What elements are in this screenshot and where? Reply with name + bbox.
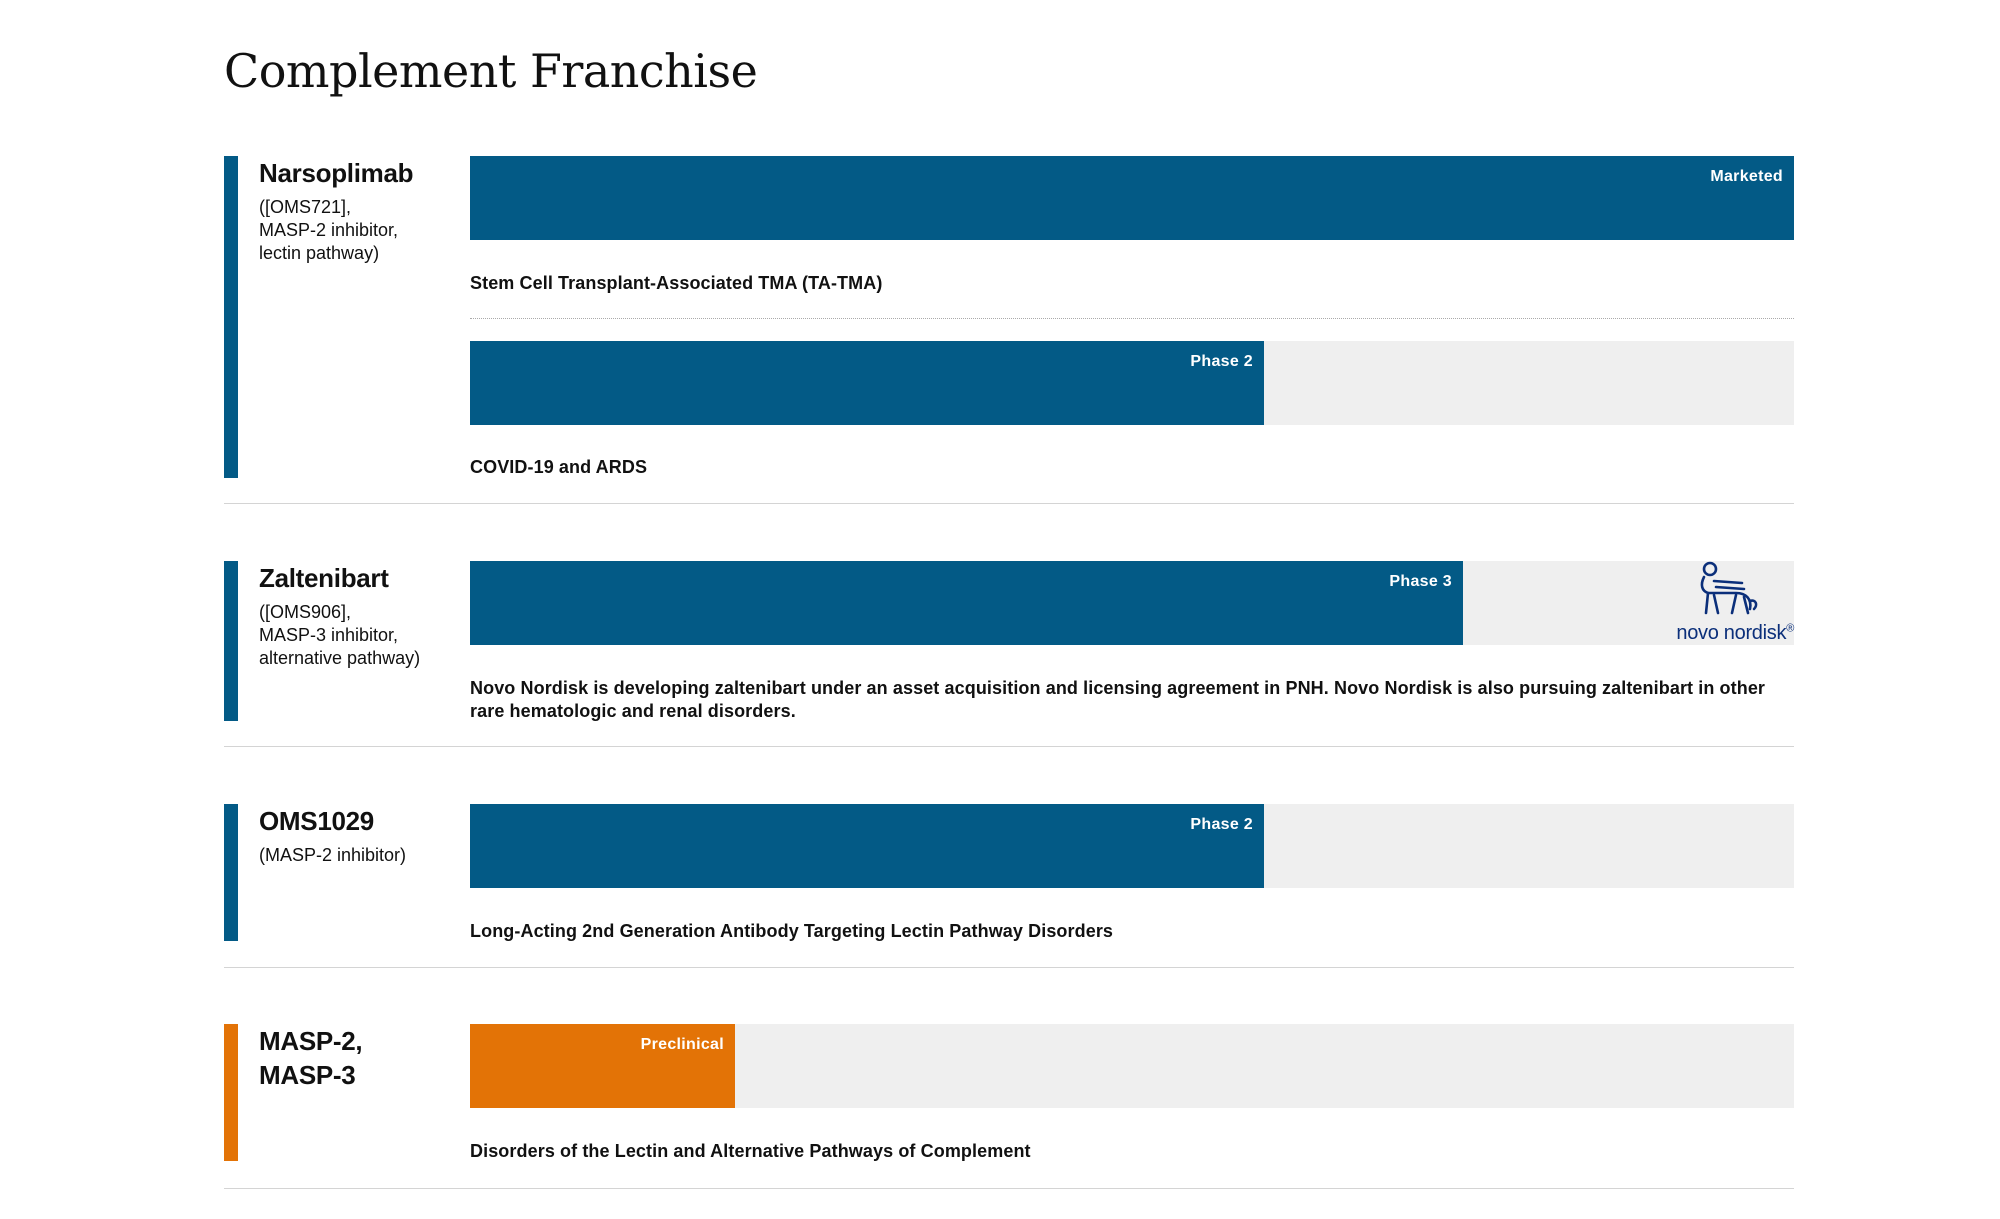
stage-bar-preclinical: Preclinical bbox=[470, 1024, 735, 1108]
stage-track: Phase 3 novo nordisk® bbox=[470, 561, 1794, 645]
program-narsoplimab: Narsoplimab ([OMS721], MASP-2 inhibitor, le… bbox=[224, 156, 1794, 478]
indication-divider bbox=[470, 318, 1794, 319]
program-name: Narsoplimab bbox=[259, 158, 414, 188]
indication-text: Long-Acting 2nd Generation Antibody Targ… bbox=[470, 921, 1114, 941]
stage-track: Phase 2 bbox=[470, 341, 1794, 425]
program-description: ([OMS721], MASP-2 inhibitor, lectin pathwa… bbox=[259, 197, 399, 263]
program-name: Zaltenibart bbox=[259, 563, 389, 593]
stage-bar-phase-3: Phase 3 bbox=[470, 561, 1463, 645]
program-masp-2-masp-3: MASP-2, MASP-3 Preclinical Disorders of the… bbox=[224, 1024, 1794, 1161]
indication-text: Disorders of the Lectin and Alternative … bbox=[470, 1141, 1031, 1161]
indication-text: Stem Cell Transplant-Associated TMA (TA-… bbox=[470, 273, 883, 293]
program-description: ([OMS906], MASP-3 inhibitor, alternative p… bbox=[259, 602, 421, 668]
stage-track: Phase 2 bbox=[470, 804, 1794, 888]
stage-bar-phase-2: Phase 2 bbox=[470, 341, 1264, 425]
program-accent-bar bbox=[224, 156, 238, 478]
program-separator bbox=[224, 967, 1794, 968]
page-title: Complement Franchise bbox=[224, 44, 758, 98]
stage-track: Preclinical bbox=[470, 1024, 1794, 1108]
stage-bar-phase-2: Phase 2 bbox=[470, 804, 1264, 888]
program-separator bbox=[224, 1188, 1794, 1189]
program-accent-bar bbox=[224, 1024, 238, 1161]
partner-logo: novo nordisk® bbox=[1664, 561, 1794, 645]
program-zaltenibart: Zaltenibart ([OMS906], MASP-3 inhibitor, al… bbox=[224, 561, 1794, 721]
stage-label: Preclinical bbox=[640, 1036, 724, 1053]
indication-text: COVID-19 and ARDS bbox=[470, 457, 648, 477]
program-accent-bar bbox=[224, 561, 238, 721]
stage-label: Phase 2 bbox=[1190, 816, 1253, 833]
program-accent-bar bbox=[224, 804, 238, 941]
program-name: MASP-2, MASP-3 bbox=[259, 1026, 363, 1090]
stage-label: Marketed bbox=[1710, 168, 1783, 185]
program-oms1029: OMS1029 (MASP-2 inhibitor) Phase 2 Long-Act… bbox=[224, 804, 1794, 941]
program-name: OMS1029 bbox=[259, 806, 374, 836]
indication-text: Novo Nordisk is developing zaltenibart u… bbox=[470, 678, 1766, 721]
stage-bar-marketed: Marketed bbox=[470, 156, 1794, 240]
stage-track: Marketed bbox=[470, 156, 1794, 240]
novo-nordisk-bull-icon bbox=[1700, 561, 1758, 615]
program-separator bbox=[224, 746, 1794, 747]
stage-label: Phase 3 bbox=[1389, 573, 1452, 590]
stage-label: Phase 2 bbox=[1190, 353, 1253, 370]
partner-name: novo nordisk® bbox=[1676, 622, 1794, 644]
registered-mark: ® bbox=[1786, 622, 1794, 635]
program-separator bbox=[224, 503, 1794, 504]
program-description: (MASP-2 inhibitor) bbox=[259, 845, 407, 865]
